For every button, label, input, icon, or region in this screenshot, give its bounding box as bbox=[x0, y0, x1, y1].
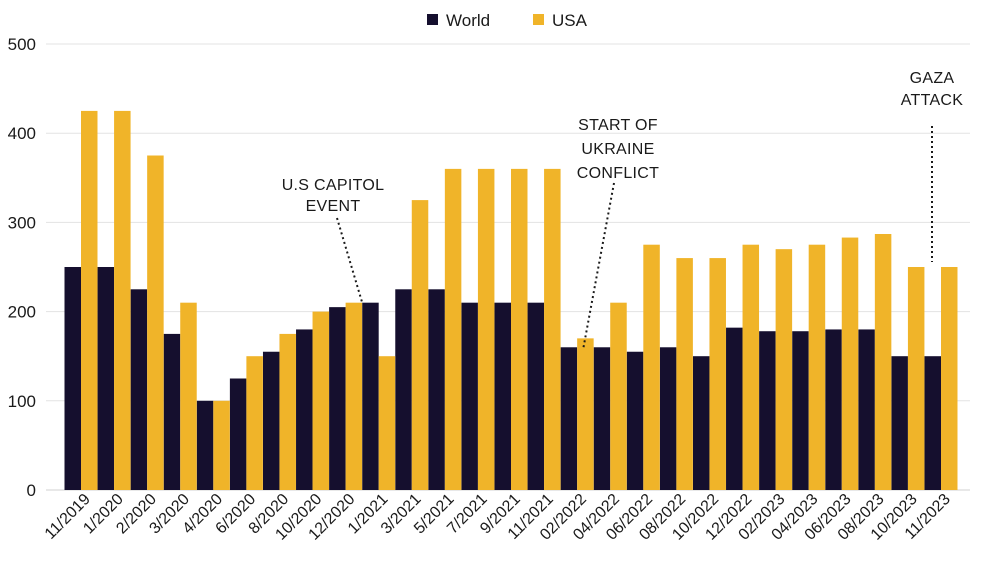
bar-world bbox=[659, 347, 677, 490]
bar-usa bbox=[511, 168, 528, 490]
bar-usa bbox=[312, 311, 330, 490]
bar-usa bbox=[643, 244, 660, 490]
bar-world bbox=[64, 267, 81, 490]
annotation-text: U.S CAPITOL bbox=[282, 177, 385, 194]
bar-usa bbox=[246, 356, 263, 490]
bar-world bbox=[924, 356, 941, 490]
bar-world bbox=[792, 331, 809, 490]
bar-usa bbox=[808, 244, 826, 490]
bar-world bbox=[362, 302, 379, 490]
bar-usa bbox=[544, 168, 561, 490]
bar-world bbox=[527, 302, 545, 490]
bar-world bbox=[196, 400, 214, 490]
legend-swatch-usa bbox=[533, 14, 544, 25]
bar-world bbox=[560, 347, 578, 490]
bar-world bbox=[494, 302, 511, 490]
annotations: U.S CAPITOL EVENT START OF UKRAINE CONFLICT G… bbox=[282, 70, 964, 351]
annotation-text: GAZA bbox=[910, 70, 955, 87]
bar-usa bbox=[907, 267, 925, 490]
bar-usa bbox=[709, 258, 726, 490]
bar-world bbox=[891, 356, 908, 490]
bar-usa bbox=[81, 110, 98, 491]
x-tick-label: 11/2019 bbox=[42, 491, 94, 543]
bar-usa bbox=[874, 233, 892, 490]
annotation-text: START OF bbox=[578, 117, 658, 134]
bar-usa bbox=[279, 333, 296, 490]
bar-world bbox=[262, 351, 280, 490]
bar-world bbox=[296, 329, 313, 490]
bar-world bbox=[130, 289, 148, 490]
bar-world bbox=[593, 347, 611, 490]
bar-world bbox=[428, 289, 445, 490]
legend-label-world: World bbox=[446, 11, 490, 30]
bar-world bbox=[626, 351, 644, 490]
annotation-text: CONFLICT bbox=[577, 165, 659, 182]
bar-usa bbox=[444, 168, 462, 490]
bar-usa bbox=[147, 155, 164, 490]
y-tick-label: 300 bbox=[8, 213, 36, 232]
bars bbox=[64, 110, 958, 491]
bar-world bbox=[395, 289, 412, 490]
legend-label-usa: USA bbox=[552, 11, 588, 30]
bar-usa bbox=[345, 302, 363, 490]
bar-world bbox=[692, 356, 710, 490]
bar-world bbox=[759, 331, 776, 490]
bar-usa bbox=[180, 302, 197, 490]
annotation-leader-line bbox=[582, 182, 615, 351]
bar-usa bbox=[577, 338, 594, 490]
bar-usa bbox=[411, 200, 429, 490]
bar-world bbox=[726, 327, 743, 490]
bar-world bbox=[163, 333, 181, 490]
bar-usa bbox=[213, 400, 230, 490]
bar-usa bbox=[477, 168, 495, 490]
bar-world bbox=[858, 329, 875, 490]
y-axis: 0 100 200 300 400 500 bbox=[8, 35, 36, 500]
y-tick-label: 100 bbox=[8, 392, 36, 411]
bar-usa bbox=[610, 302, 627, 490]
annotation-text: ATTACK bbox=[901, 92, 964, 109]
legend-swatch-world bbox=[427, 14, 438, 25]
bar-world bbox=[97, 267, 115, 490]
annotation-text: EVENT bbox=[306, 198, 361, 215]
bar-world bbox=[461, 302, 478, 490]
annotation-leader-line bbox=[336, 217, 363, 303]
x-axis: 11/20191/20202/20203/20204/20206/20208/2… bbox=[42, 491, 954, 544]
bar-usa bbox=[941, 267, 958, 490]
bar-usa bbox=[114, 110, 131, 491]
y-tick-label: 500 bbox=[8, 35, 36, 54]
y-tick-label: 200 bbox=[8, 303, 36, 322]
legend: World USA bbox=[427, 11, 588, 30]
bar-usa bbox=[676, 258, 693, 490]
annotation-text: UKRAINE bbox=[581, 141, 654, 158]
y-tick-label: 0 bbox=[27, 481, 36, 500]
bar-usa bbox=[775, 249, 793, 490]
bar-usa bbox=[742, 244, 760, 490]
bar-world bbox=[329, 307, 346, 490]
bar-world bbox=[825, 329, 842, 490]
bar-world bbox=[229, 378, 247, 490]
bar-usa bbox=[378, 356, 396, 490]
bar-usa bbox=[841, 237, 859, 490]
y-tick-label: 400 bbox=[8, 124, 36, 143]
